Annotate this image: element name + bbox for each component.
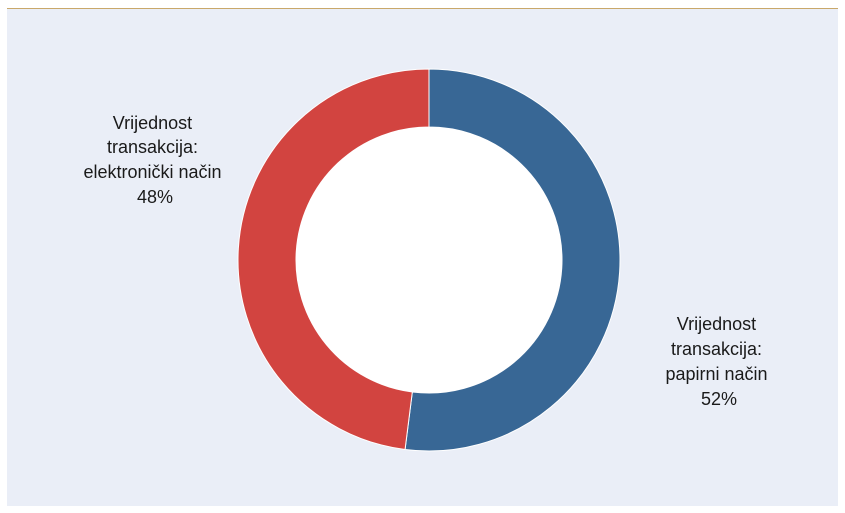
slice-label-electronic: Vrijednost transakcija: elektronički nač… — [83, 113, 226, 207]
donut-slices — [237, 68, 621, 452]
slice-label-paper: Vrijednost transakcija: papirni način 52… — [665, 314, 772, 409]
donut-hole — [296, 127, 562, 393]
slice-labels: Vrijednost transakcija: elektronički nač… — [83, 113, 772, 409]
